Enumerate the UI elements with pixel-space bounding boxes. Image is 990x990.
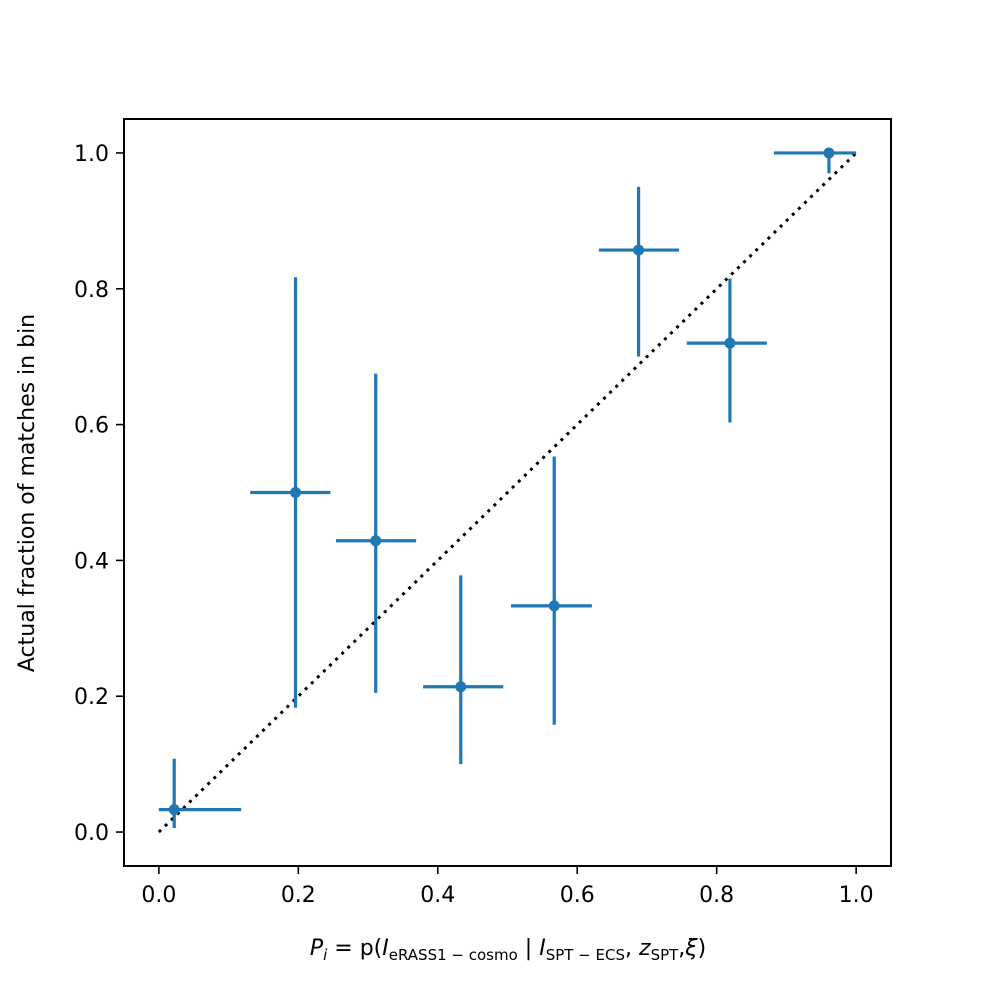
y-tick-label: 0.2 xyxy=(74,685,109,710)
y-axis-label: Actual fraction of matches in bin xyxy=(15,314,40,672)
data-point-group xyxy=(335,373,417,693)
x-label-i1: I xyxy=(382,936,389,961)
x-tick-label: 0.4 xyxy=(420,883,455,908)
plot-area xyxy=(157,147,858,834)
axis-ticks: 0.0 0.2 0.4 0.6 0.8 1.0 0.0 0.2 0.4 0.6 0.8 1.0 xyxy=(74,142,874,908)
data-point-marker xyxy=(168,804,180,816)
x-axis-label: Pi = p(IeRASS1 − cosmo | ISPT − ECS, zSP… xyxy=(310,936,706,964)
data-point-group xyxy=(250,277,331,708)
data-point-marker xyxy=(370,535,382,547)
x-tick-label: 0.8 xyxy=(699,883,734,908)
data-point-marker xyxy=(290,487,302,498)
x-tick-label: 1.0 xyxy=(839,883,874,908)
y-tick-label: 0.8 xyxy=(74,278,109,303)
x-label-equals: = p( xyxy=(327,936,382,961)
data-point-group xyxy=(158,758,242,828)
x-label-bar: | xyxy=(518,936,539,961)
data-point-marker xyxy=(548,600,560,612)
axes-frame xyxy=(123,118,892,867)
data-point-group xyxy=(598,186,680,357)
data-point-group xyxy=(510,456,592,725)
x-label-erass-subscript: eRASS1 − cosmo xyxy=(389,946,518,964)
data-point-marker xyxy=(823,147,835,159)
y-tick-label: 0.0 xyxy=(74,821,109,846)
x-label-xi: ξ xyxy=(684,936,698,961)
x-label-spt-subscript: SPT xyxy=(651,946,680,964)
y-tick-label: 0.4 xyxy=(74,549,109,574)
x-label-z: z xyxy=(638,936,651,961)
x-label-comma2: , xyxy=(678,936,685,961)
x-label-p-symbol: P xyxy=(310,936,324,961)
data-point-group xyxy=(686,278,767,423)
x-label-i-subscript: i xyxy=(323,946,328,964)
identity-reference-line xyxy=(157,151,858,834)
x-label-comma1: , xyxy=(625,936,639,961)
data-point-marker xyxy=(633,244,645,256)
x-tick-label: 0.6 xyxy=(560,883,595,908)
x-tick-label: 0.0 xyxy=(141,883,176,908)
y-tick-label: 1.0 xyxy=(74,142,109,167)
data-point-marker xyxy=(455,681,467,693)
data-point-marker xyxy=(724,337,736,349)
data-point-group xyxy=(423,575,504,765)
x-label-spt-ecs-subscript: SPT − ECS xyxy=(546,946,625,964)
x-label-i2: I xyxy=(539,936,546,961)
x-label-close: ) xyxy=(698,936,707,961)
data-point-group xyxy=(773,147,857,174)
y-tick-label: 0.6 xyxy=(74,414,109,439)
x-tick-label: 0.2 xyxy=(281,883,316,908)
